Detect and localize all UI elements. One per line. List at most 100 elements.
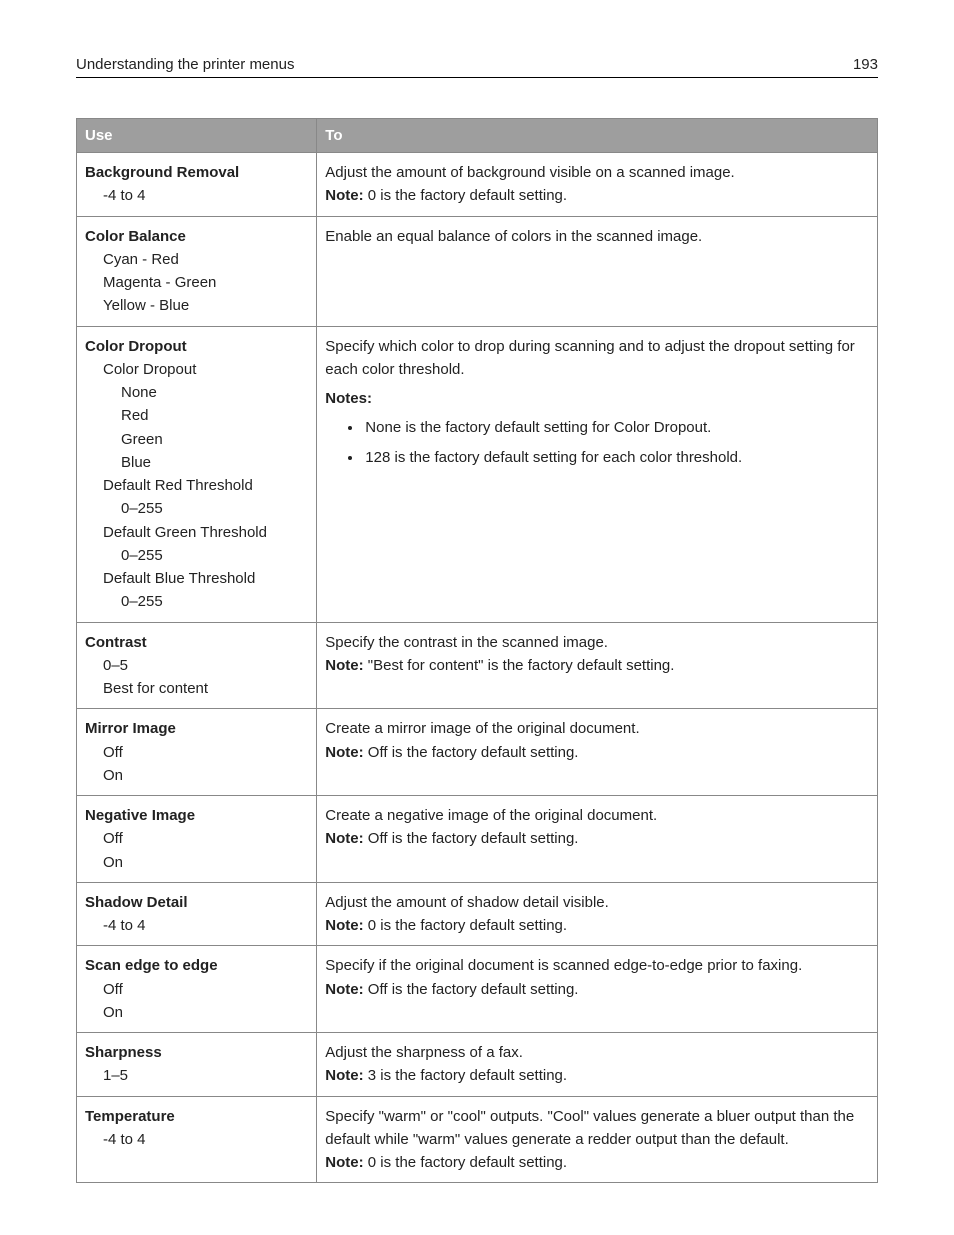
use-sub: 1–5 <box>85 1064 308 1087</box>
table-row: Mirror Image Off On Create a mirror imag… <box>77 709 878 796</box>
use-title: Negative Image <box>85 807 195 824</box>
table-row: Color Dropout Color Dropout None Red Gre… <box>77 326 878 622</box>
table-row: Color Balance Cyan - Red Magenta - Green… <box>77 216 878 326</box>
note-text: 0 is the factory default setting. <box>364 187 567 204</box>
col-header-use: Use <box>77 119 317 153</box>
note-text: 0 is the factory default setting. <box>364 1154 567 1171</box>
use-struct: Red <box>85 404 308 427</box>
table-body: Background Removal -4 to 4 Adjust the am… <box>77 153 878 1183</box>
table-row: Contrast 0–5 Best for content Specify th… <box>77 622 878 709</box>
use-sub: -4 to 4 <box>85 1128 308 1151</box>
table-row: Scan edge to edge Off On Specify if the … <box>77 946 878 1033</box>
note-label: Note: <box>325 657 363 674</box>
use-sub: Best for content <box>85 677 308 700</box>
use-struct: None <box>85 381 308 404</box>
note-text: Off is the factory default setting. <box>364 981 579 998</box>
use-cell: Mirror Image Off On <box>77 709 317 796</box>
use-cell: Background Removal -4 to 4 <box>77 153 317 217</box>
note-label: Note: <box>325 830 363 847</box>
page-title: Understanding the printer menus <box>76 56 294 73</box>
use-sub: Off <box>85 978 308 1001</box>
use-struct: 0–255 <box>85 497 308 520</box>
note-text: "Best for content" is the factory defaul… <box>364 657 675 674</box>
notes-list: None is the factory default setting for … <box>325 416 869 469</box>
desc-text: Specify the contrast in the scanned imag… <box>325 631 869 654</box>
note-line: Note: Off is the factory default setting… <box>325 827 869 850</box>
use-cell: Color Dropout Color Dropout None Red Gre… <box>77 326 317 622</box>
use-title: Color Balance <box>85 228 186 245</box>
to-cell: Create a negative image of the original … <box>317 796 878 883</box>
note-item: 128 is the factory default setting for e… <box>363 446 869 469</box>
table-header-row: Use To <box>77 119 878 153</box>
use-title: Background Removal <box>85 164 239 181</box>
desc-text: Adjust the amount of shadow detail visib… <box>325 891 869 914</box>
use-sub: Yellow - Blue <box>85 294 308 317</box>
use-struct: Color Dropout <box>85 358 308 381</box>
note-label: Note: <box>325 917 363 934</box>
desc-text: Adjust the amount of background visible … <box>325 161 869 184</box>
use-sub: On <box>85 764 308 787</box>
use-struct: 0–255 <box>85 544 308 567</box>
note-line: Note: 0 is the factory default setting. <box>325 914 869 937</box>
use-title: Mirror Image <box>85 720 176 737</box>
use-cell: Shadow Detail -4 to 4 <box>77 882 317 946</box>
use-cell: Contrast 0–5 Best for content <box>77 622 317 709</box>
note-label: Note: <box>325 187 363 204</box>
note-line: Note: Off is the factory default setting… <box>325 741 869 764</box>
use-cell: Negative Image Off On <box>77 796 317 883</box>
table-row: Shadow Detail -4 to 4 Adjust the amount … <box>77 882 878 946</box>
use-struct: Default Red Threshold <box>85 474 308 497</box>
desc-text: Specify if the original document is scan… <box>325 954 869 977</box>
use-sub: Off <box>85 827 308 850</box>
to-cell: Specify which color to drop during scann… <box>317 326 878 622</box>
note-text: 0 is the factory default setting. <box>364 917 567 934</box>
notes-label: Notes: <box>325 387 869 410</box>
to-cell: Create a mirror image of the original do… <box>317 709 878 796</box>
note-line: Note: 0 is the factory default setting. <box>325 184 869 207</box>
use-struct: Default Green Threshold <box>85 521 308 544</box>
note-text: Off is the factory default setting. <box>364 744 579 761</box>
note-line: Note: 0 is the factory default setting. <box>325 1151 869 1174</box>
desc-text: Enable an equal balance of colors in the… <box>325 225 869 248</box>
to-cell: Enable an equal balance of colors in the… <box>317 216 878 326</box>
note-line: Note: Off is the factory default setting… <box>325 978 869 1001</box>
to-cell: Adjust the amount of shadow detail visib… <box>317 882 878 946</box>
use-title: Sharpness <box>85 1044 162 1061</box>
use-cell: Sharpness 1–5 <box>77 1033 317 1097</box>
note-item: None is the factory default setting for … <box>363 416 869 439</box>
table-row: Negative Image Off On Create a negative … <box>77 796 878 883</box>
use-sub: On <box>85 851 308 874</box>
use-sub: -4 to 4 <box>85 184 308 207</box>
note-label: Note: <box>325 1154 363 1171</box>
menu-table: Use To Background Removal -4 to 4 Adjust… <box>76 118 878 1183</box>
use-struct: 0–255 <box>85 590 308 613</box>
use-sub: 0–5 <box>85 654 308 677</box>
desc-text: Create a mirror image of the original do… <box>325 717 869 740</box>
use-cell: Scan edge to edge Off On <box>77 946 317 1033</box>
table-row: Sharpness 1–5 Adjust the sharpness of a … <box>77 1033 878 1097</box>
use-sub: Magenta - Green <box>85 271 308 294</box>
use-cell: Color Balance Cyan - Red Magenta - Green… <box>77 216 317 326</box>
desc-text: Adjust the sharpness of a fax. <box>325 1041 869 1064</box>
note-text: Off is the factory default setting. <box>364 830 579 847</box>
use-struct: Blue <box>85 451 308 474</box>
page-header: Understanding the printer menus 193 <box>76 56 878 78</box>
desc-text: Specify which color to drop during scann… <box>325 335 869 382</box>
use-title: Scan edge to edge <box>85 957 218 974</box>
use-sub: -4 to 4 <box>85 914 308 937</box>
page-number: 193 <box>853 56 878 73</box>
note-line: Note: "Best for content" is the factory … <box>325 654 869 677</box>
to-cell: Specify the contrast in the scanned imag… <box>317 622 878 709</box>
desc-text: Specify "warm" or "cool" outputs. "Cool"… <box>325 1105 869 1152</box>
to-cell: Adjust the amount of background visible … <box>317 153 878 217</box>
col-header-to: To <box>317 119 878 153</box>
use-title: Color Dropout <box>85 338 187 355</box>
use-title: Temperature <box>85 1108 175 1125</box>
use-sub: Off <box>85 741 308 764</box>
note-label: Note: <box>325 744 363 761</box>
use-title: Shadow Detail <box>85 894 188 911</box>
note-line: Note: 3 is the factory default setting. <box>325 1064 869 1087</box>
to-cell: Adjust the sharpness of a fax. Note: 3 i… <box>317 1033 878 1097</box>
to-cell: Specify "warm" or "cool" outputs. "Cool"… <box>317 1096 878 1183</box>
page: Understanding the printer menus 193 Use … <box>0 0 954 1223</box>
